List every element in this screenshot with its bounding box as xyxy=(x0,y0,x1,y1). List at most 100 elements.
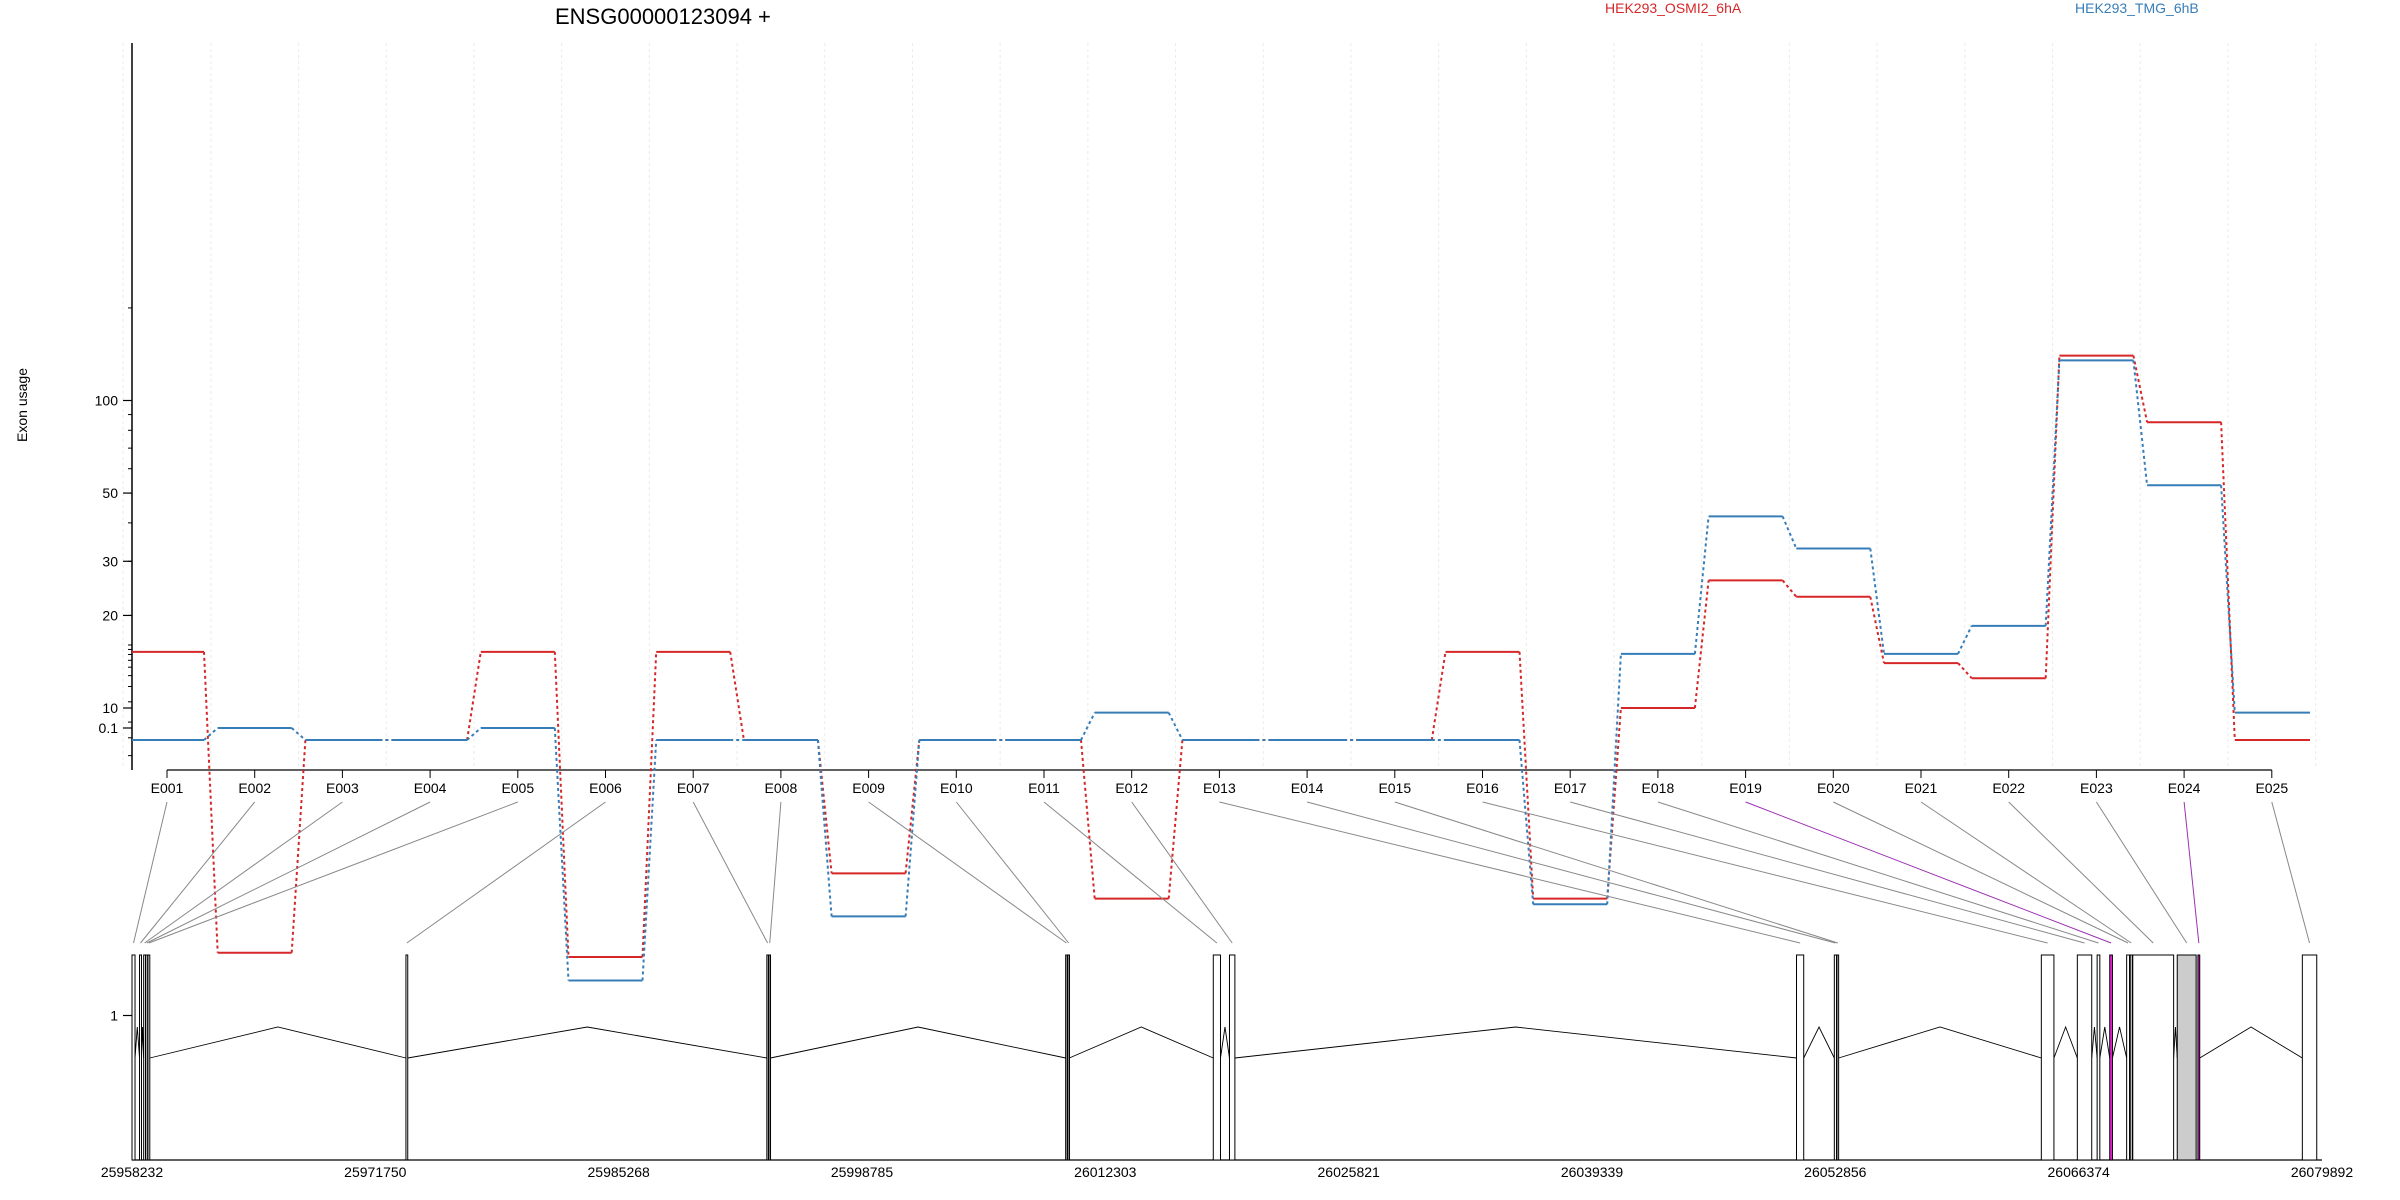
exon-label: E005 xyxy=(501,780,534,796)
exon-label: E003 xyxy=(326,780,359,796)
coordinate-label: 26052856 xyxy=(1804,1164,1867,1180)
intron xyxy=(2091,1026,2098,1059)
exon-connector xyxy=(692,801,769,944)
y-tick-label: 30 xyxy=(102,553,118,569)
exon-label: E014 xyxy=(1291,780,1324,796)
exon-connector xyxy=(1833,801,2129,944)
exon-box xyxy=(2126,954,2131,1161)
y-tick-label: 20 xyxy=(102,607,118,623)
exon-box xyxy=(766,954,769,1161)
intron xyxy=(1220,1026,1230,1059)
series-transition xyxy=(641,739,658,981)
exon-box xyxy=(1796,954,1805,1161)
series-transition xyxy=(290,739,307,953)
exon-label: E006 xyxy=(589,780,622,796)
intron xyxy=(1069,1026,1214,1059)
exon-connector xyxy=(2008,801,2154,944)
exon-connector xyxy=(1219,801,1801,944)
exon-box xyxy=(139,954,143,1161)
series-transition xyxy=(553,651,570,958)
intron xyxy=(149,1026,407,1059)
exon-label: E023 xyxy=(2080,780,2113,796)
exon-connector xyxy=(1745,801,2112,944)
exon-box xyxy=(2129,954,2133,1161)
series-transition xyxy=(1693,516,1710,654)
exon-box xyxy=(1836,954,1840,1161)
exon-box xyxy=(1212,954,1221,1161)
y-tick-label: 50 xyxy=(102,485,118,501)
exon-label: E002 xyxy=(238,780,271,796)
exon-label: E009 xyxy=(852,780,885,796)
series-transition xyxy=(553,727,570,981)
intron xyxy=(134,1026,140,1059)
exon-connector xyxy=(1657,801,2099,944)
gridlines xyxy=(122,43,2317,768)
exon-connector xyxy=(133,801,168,944)
exon-box xyxy=(1065,954,1068,1161)
exon-label: E010 xyxy=(940,780,973,796)
exon-connector xyxy=(2271,801,2311,944)
exon-label: E008 xyxy=(765,780,798,796)
coordinate-label: 26079892 xyxy=(2291,1164,2354,1180)
exon-label: E017 xyxy=(1554,780,1587,796)
intron xyxy=(1234,1026,1797,1059)
exon-label: E007 xyxy=(677,780,710,796)
exon-label: E004 xyxy=(414,780,447,796)
coordinate-label: 25971750 xyxy=(344,1164,407,1180)
series-transition xyxy=(1781,579,1798,598)
legend-series-2: HEK293_TMG_6hB xyxy=(2075,0,2199,16)
series-transition xyxy=(641,651,658,958)
exon-box xyxy=(147,954,151,1161)
series-transition xyxy=(1080,712,1096,741)
intron xyxy=(1803,1025,1835,1059)
exon-connector xyxy=(148,801,518,944)
exon-connector xyxy=(2183,801,2200,944)
exon-label: E021 xyxy=(1905,780,1938,796)
exon-box xyxy=(2109,954,2113,1161)
exon-label: E015 xyxy=(1378,780,1411,796)
exon-connector xyxy=(1482,801,2048,944)
exon-box xyxy=(2040,954,2055,1161)
gene-model: 25958232 25971750 25985268 25998785 26012303… xyxy=(101,954,2354,1180)
intron xyxy=(770,1026,1066,1059)
exon-label: E001 xyxy=(151,780,184,796)
y-tick-label: 100 xyxy=(95,393,119,409)
series-transition xyxy=(1518,651,1535,899)
legend-series-1: HEK293_OSMI2_6hA xyxy=(1605,0,1742,16)
exon-label: E011 xyxy=(1028,780,1060,796)
exon-box xyxy=(2176,954,2197,1161)
exon-label: E013 xyxy=(1203,780,1236,796)
series-line xyxy=(132,354,2310,958)
exon-box xyxy=(143,954,146,1161)
y-tick-label: 0.1 xyxy=(99,720,119,736)
exon-label: E012 xyxy=(1115,780,1148,796)
exon-connector xyxy=(1131,801,1233,944)
y-tick-label: 1 xyxy=(110,1008,118,1024)
exon-connector xyxy=(406,801,606,944)
series-transition xyxy=(1167,739,1184,899)
y-axis-label: Exon usage xyxy=(14,368,30,442)
series-transition xyxy=(203,651,219,953)
exon-connector xyxy=(769,801,782,944)
exon-label: E024 xyxy=(2168,780,2201,796)
exon-connector xyxy=(1920,801,2132,944)
intron xyxy=(2099,1026,2111,1059)
exon-label: E025 xyxy=(2255,780,2288,796)
coordinate-label: 26066374 xyxy=(2048,1164,2111,1180)
exon-label: E019 xyxy=(1729,780,1762,796)
intron xyxy=(2111,1026,2128,1059)
exon-connector xyxy=(144,801,343,944)
series-lines xyxy=(132,354,2310,982)
series-transition xyxy=(2132,355,2149,423)
coordinate-label: 25958232 xyxy=(101,1164,164,1180)
series-transition xyxy=(904,739,921,917)
exon-connector xyxy=(2095,801,2188,944)
exon-box xyxy=(1228,954,1236,1161)
exon-labels: E001 E002 E003 E004 E005 E006 E007 E008 E009 E010… xyxy=(151,770,2288,796)
series-transition xyxy=(816,739,833,917)
exon-box xyxy=(2197,954,2201,1161)
series-transition xyxy=(2220,422,2236,741)
exon-label: E022 xyxy=(1992,780,2025,796)
coordinate-label: 25985268 xyxy=(588,1164,651,1180)
